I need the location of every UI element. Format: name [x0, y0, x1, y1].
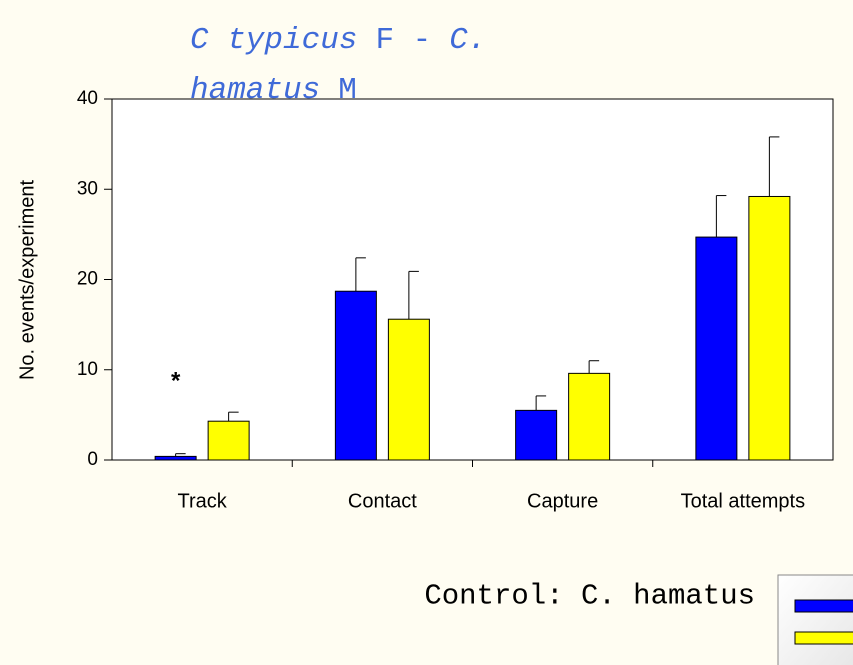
y-tick-label: 0 — [87, 449, 98, 470]
y-tick-label: 40 — [77, 88, 98, 109]
y-tick-label: 10 — [77, 359, 98, 380]
y-tick-label: 20 — [77, 269, 98, 290]
title-part: M — [338, 73, 357, 108]
legend-label: Control: C. hamatus — [424, 580, 755, 613]
legend-box — [777, 574, 853, 665]
legend-swatch — [794, 631, 853, 645]
title-part: hamatus — [190, 73, 320, 108]
bar — [334, 290, 377, 461]
bar — [748, 195, 791, 461]
title-part: C typicus — [190, 23, 357, 58]
bar — [387, 318, 430, 461]
x-tick-label: Track — [177, 490, 227, 512]
bar — [207, 420, 250, 461]
title-part: F - — [375, 23, 431, 58]
annotation: * — [171, 367, 181, 394]
x-tick-label: Total attempts — [681, 490, 806, 512]
bar — [515, 409, 558, 461]
chart-title: C typicus F - C. hamatus M — [190, 23, 486, 108]
y-tick-label: 30 — [77, 178, 98, 199]
legend-swatch — [794, 599, 853, 613]
bar — [695, 236, 738, 461]
x-tick-label: Contact — [348, 490, 417, 512]
y-axis-label: No. events/experiment — [16, 180, 38, 381]
bar — [154, 455, 197, 461]
title-part: C. — [449, 23, 486, 58]
bar — [568, 372, 611, 461]
x-tick-label: Capture — [527, 490, 598, 512]
